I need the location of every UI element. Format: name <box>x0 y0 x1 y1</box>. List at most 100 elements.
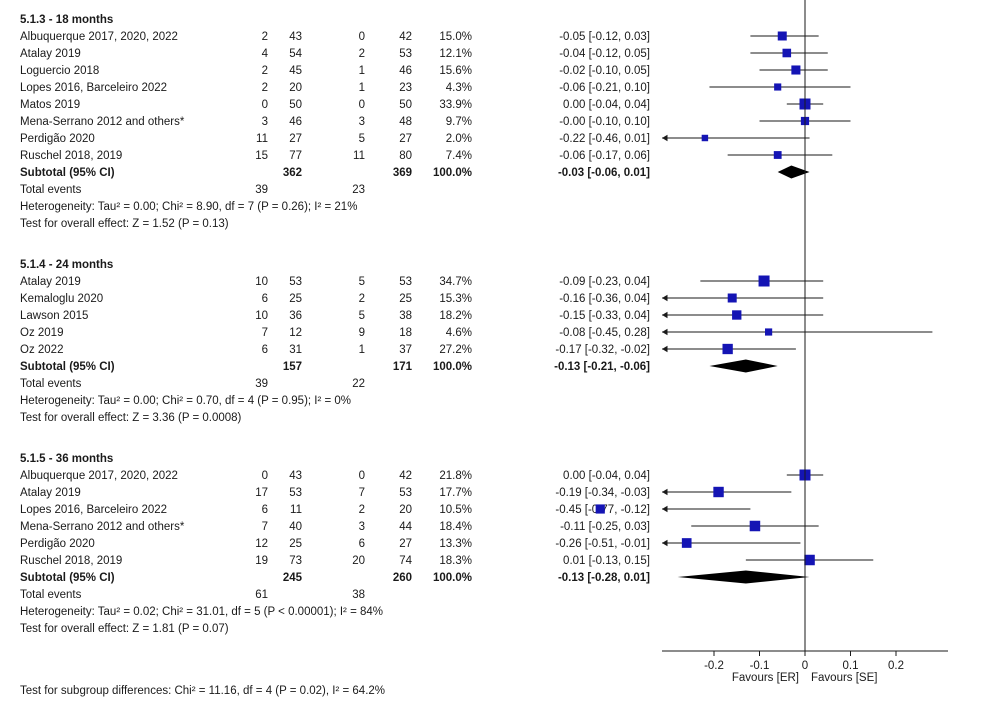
study-weight: 15.3% <box>439 293 472 305</box>
subtotal-total-se: 260 <box>393 572 412 584</box>
overall-effect-text: Test for overall effect: Z = 3.36 (P = 0… <box>20 412 242 424</box>
study-weight: 18.4% <box>439 521 472 533</box>
events-er: 12 <box>255 538 268 550</box>
events-se: 2 <box>359 504 365 516</box>
effect-square <box>777 31 787 41</box>
study-weight: 21.8% <box>439 470 472 482</box>
study-weight: 10.5% <box>439 504 472 516</box>
subgroup-differences-text: Test for subgroup differences: Chi² = 11… <box>20 685 385 697</box>
effect-square <box>774 83 782 91</box>
subtotal-diamond <box>677 570 810 584</box>
events-se: 3 <box>359 521 365 533</box>
total-se: 25 <box>399 293 412 305</box>
events-se: 1 <box>359 65 365 77</box>
study-ci-text: -0.26 [-0.51, -0.01] <box>555 538 650 550</box>
total-er: 36 <box>289 310 302 322</box>
events-se: 1 <box>359 344 365 356</box>
heterogeneity-text: Heterogeneity: Tau² = 0.00; Chi² = 8.90,… <box>20 201 357 213</box>
favours-left-label: Favours [ER] <box>732 672 799 684</box>
effect-square <box>773 151 782 159</box>
study-ci-text: -0.06 [-0.17, 0.06] <box>559 150 650 162</box>
total-se: 27 <box>399 133 412 145</box>
events-er: 0 <box>262 470 268 482</box>
total-events-se: 38 <box>352 589 365 601</box>
events-se: 7 <box>359 487 365 499</box>
effect-square <box>701 134 709 142</box>
effect-square <box>713 486 724 498</box>
total-events-se: 22 <box>352 378 365 390</box>
total-se: 23 <box>399 82 412 94</box>
events-er: 10 <box>255 310 268 322</box>
effect-square <box>782 48 792 58</box>
study-weight: 4.6% <box>446 327 472 339</box>
total-events-label: Total events <box>20 184 82 196</box>
subtotal-total-er: 245 <box>283 572 303 584</box>
total-er: 31 <box>289 344 302 356</box>
study-name: Ruschel 2018, 2019 <box>20 555 122 567</box>
ci-arrow-left <box>662 294 668 302</box>
effect-square <box>804 554 815 566</box>
total-er: 77 <box>289 150 302 162</box>
study-name: Atalay 2019 <box>20 487 81 499</box>
study-ci-text: -0.09 [-0.23, 0.04] <box>559 276 650 288</box>
total-se: 27 <box>399 538 412 550</box>
study-name: Perdigão 2020 <box>20 538 95 550</box>
total-se: 18 <box>399 327 412 339</box>
total-events-er: 61 <box>255 589 268 601</box>
effect-square <box>727 293 737 303</box>
total-se: 74 <box>399 555 412 567</box>
total-er: 45 <box>289 65 302 77</box>
total-se: 50 <box>399 99 412 111</box>
study-weight: 15.0% <box>439 31 472 43</box>
total-events-label: Total events <box>20 589 82 601</box>
total-se: 80 <box>399 150 412 162</box>
total-er: 25 <box>289 293 302 305</box>
study-name: Lopes 2016, Barceleiro 2022 <box>20 82 167 94</box>
study-ci-text: -0.02 [-0.10, 0.05] <box>559 65 650 77</box>
study-weight: 13.3% <box>439 538 472 550</box>
subtotal-ci-text: -0.03 [-0.06, 0.01] <box>558 167 650 179</box>
events-er: 11 <box>256 133 268 145</box>
ci-arrow-left <box>662 311 668 319</box>
study-ci-text: -0.17 [-0.32, -0.02] <box>555 344 650 356</box>
study-ci-text: -0.19 [-0.34, -0.03] <box>555 487 650 499</box>
study-name: Albuquerque 2017, 2020, 2022 <box>20 31 178 43</box>
favours-right-label: Favours [SE] <box>811 672 877 684</box>
study-weight: 2.0% <box>446 133 472 145</box>
events-er: 4 <box>262 48 269 60</box>
total-er: 25 <box>289 538 302 550</box>
ci-arrow-left <box>662 134 668 142</box>
events-er: 6 <box>262 344 268 356</box>
total-er: 27 <box>289 133 302 145</box>
events-se: 2 <box>359 48 365 60</box>
subgroup-title: 5.1.5 - 36 months <box>20 453 113 465</box>
x-tick-label: 0.1 <box>843 660 859 672</box>
events-se: 5 <box>359 276 365 288</box>
study-ci-text: -0.16 [-0.36, 0.04] <box>559 293 650 305</box>
total-er: 50 <box>289 99 302 111</box>
effect-square <box>595 504 605 514</box>
study-ci-text: -0.06 [-0.21, 0.10] <box>559 82 650 94</box>
total-er: 43 <box>289 470 302 482</box>
subtotal-label: Subtotal (95% CI) <box>20 167 115 179</box>
subtotal-label: Subtotal (95% CI) <box>20 572 115 584</box>
total-se: 53 <box>399 487 412 499</box>
total-se: 53 <box>399 276 412 288</box>
study-ci-text: -0.05 [-0.12, 0.03] <box>559 31 650 43</box>
events-se: 2 <box>359 293 365 305</box>
study-name: Atalay 2019 <box>20 48 81 60</box>
subtotal-total-se: 369 <box>393 167 412 179</box>
study-name: Lawson 2015 <box>20 310 88 322</box>
x-tick-label: 0.2 <box>888 660 904 672</box>
events-se: 11 <box>353 150 365 162</box>
events-se: 6 <box>359 538 365 550</box>
study-name: Kemaloglu 2020 <box>20 293 103 305</box>
study-name: Lopes 2016, Barceleiro 2022 <box>20 504 167 516</box>
study-ci-text: 0.01 [-0.13, 0.15] <box>563 555 650 567</box>
study-ci-text: -0.04 [-0.12, 0.05] <box>559 48 650 60</box>
total-er: 20 <box>289 82 302 94</box>
study-weight: 17.7% <box>439 487 472 499</box>
study-weight: 15.6% <box>439 65 472 77</box>
subtotal-total-er: 362 <box>283 167 302 179</box>
total-er: 73 <box>289 555 302 567</box>
